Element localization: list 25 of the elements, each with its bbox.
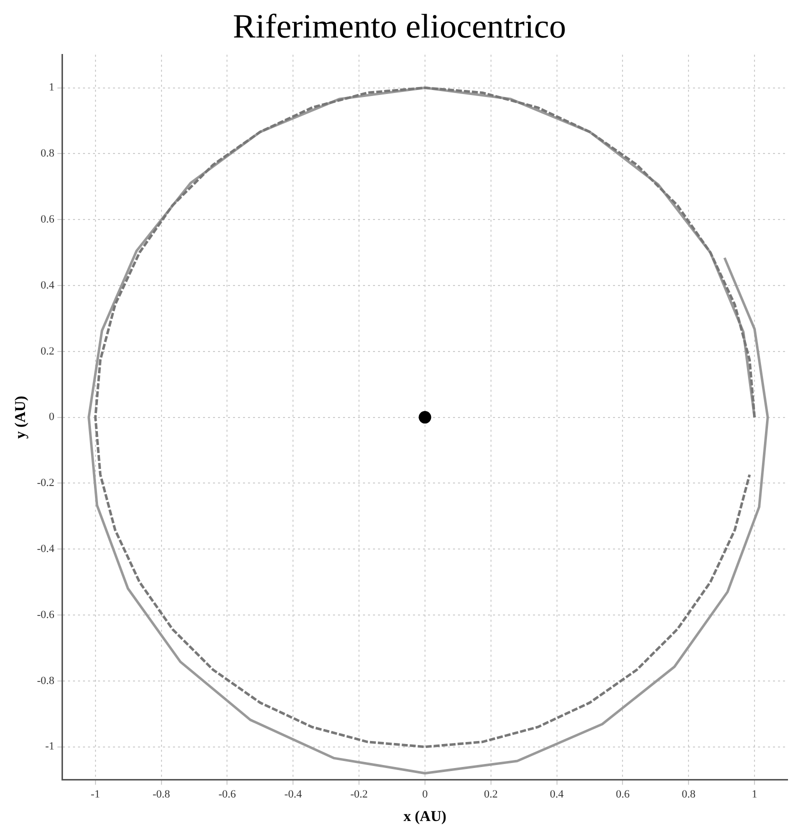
x-tick-label: -1 [90,788,100,800]
x-tick-label: 0.8 [682,788,696,800]
x-tick-label: 0.4 [550,788,564,800]
y-tick-label: 0 [48,411,55,424]
x-tick-label: 0.6 [616,788,630,800]
y-tick-label: -0.4 [36,543,55,556]
x-tick-label: 0.2 [484,788,498,800]
y-tick-label: -0.2 [36,477,54,490]
y-tick-label: 0.8 [40,148,55,160]
x-tick-label: -0.8 [152,788,170,800]
x-tick-label: -0.6 [218,788,236,800]
y-tick-label: 0.2 [40,345,54,358]
y-tick-label: 0.6 [40,213,55,226]
y-tick-label: -1 [45,740,54,753]
chart-title: Riferimento eliocentrico [232,8,566,46]
y-tick-label: 1 [48,82,54,94]
x-axis-title: x (AU) [404,808,446,825]
x-tick-label: 0 [422,788,428,800]
y-axis-title: y (AU) [12,396,29,439]
y-tick-label: 0.4 [40,279,55,292]
x-tick-label: -0.2 [350,788,368,800]
x-tick-label: -0.4 [284,788,302,800]
y-tick-label: -0.8 [36,674,55,687]
x-tick-label: 1 [752,788,758,800]
y-tick-label: -0.6 [36,608,55,621]
